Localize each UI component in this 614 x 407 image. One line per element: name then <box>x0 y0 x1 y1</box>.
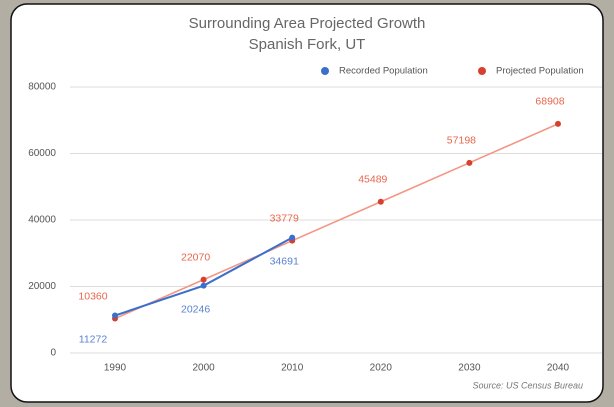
chart-subtitle: Spanish Fork, UT <box>249 36 366 53</box>
y-tick-label: 80000 <box>28 82 56 93</box>
x-tick-label: 2030 <box>458 363 481 374</box>
chart-title: Surrounding Area Projected Growth <box>189 15 426 32</box>
data-point <box>201 277 207 283</box>
x-tick-label: 2020 <box>370 363 393 374</box>
source-note: Source: US Census Bureau <box>472 380 583 390</box>
data-label: 68908 <box>535 96 564 108</box>
chart: Surrounding Area Projected Growth Spanis… <box>0 0 614 407</box>
data-label: 20246 <box>181 303 210 315</box>
data-label: 22070 <box>181 251 210 263</box>
data-label: 10360 <box>78 290 107 302</box>
data-label: 34691 <box>270 255 299 267</box>
data-label: 57198 <box>447 135 476 147</box>
x-tick-label: 2010 <box>281 363 304 374</box>
page: Surrounding Area Projected Growth Spanis… <box>0 0 614 407</box>
x-tick-label: 2000 <box>192 363 215 374</box>
data-point <box>466 160 472 166</box>
x-tick-label: 1990 <box>104 363 127 374</box>
legend-marker <box>321 67 329 75</box>
data-label: 11272 <box>79 333 108 345</box>
data-point <box>555 121 561 127</box>
legend-marker <box>478 67 486 75</box>
y-tick-label: 20000 <box>28 281 56 292</box>
data-point <box>112 313 118 319</box>
data-point <box>378 199 384 205</box>
legend-label: Projected Population <box>496 66 584 77</box>
y-tick-label: 0 <box>50 348 56 359</box>
x-tick-label: 2040 <box>547 363 570 374</box>
data-label: 45489 <box>358 174 387 186</box>
data-label: 33779 <box>270 212 299 224</box>
y-tick-label: 40000 <box>28 215 56 226</box>
data-point <box>289 235 295 241</box>
legend-label: Recorded Population <box>339 66 428 77</box>
data-point <box>201 283 207 289</box>
y-tick-label: 60000 <box>28 148 56 159</box>
